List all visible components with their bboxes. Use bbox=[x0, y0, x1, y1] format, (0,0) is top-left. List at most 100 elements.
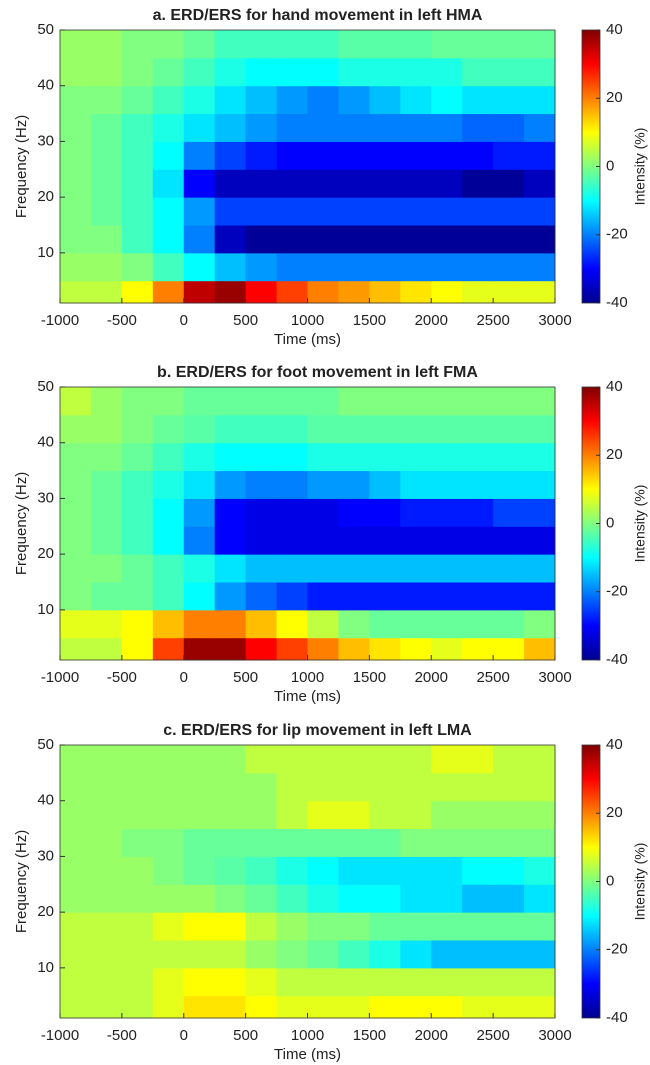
heat-cell bbox=[152, 470, 185, 499]
heat-cell bbox=[369, 526, 401, 555]
heat-cell bbox=[183, 967, 216, 997]
heat-cell bbox=[214, 414, 247, 444]
heat-cell bbox=[400, 470, 432, 499]
heat-cell bbox=[183, 800, 216, 830]
heat-cell bbox=[338, 85, 370, 115]
heat-cell bbox=[369, 387, 401, 416]
heat-cell bbox=[400, 169, 432, 198]
heat-cell bbox=[493, 113, 525, 142]
y-tick-label: 40 bbox=[37, 77, 54, 94]
heat-cell bbox=[60, 526, 92, 555]
heat-cell bbox=[338, 745, 370, 774]
heat-cell bbox=[245, 387, 278, 416]
colorbar-label: Intensity (%) bbox=[632, 485, 648, 563]
heat-cell bbox=[121, 800, 154, 830]
heat-cell bbox=[493, 30, 525, 59]
heat-cell bbox=[493, 442, 525, 472]
heat-cell bbox=[431, 57, 463, 87]
heat-cell bbox=[214, 387, 247, 416]
x-tick-label: -500 bbox=[107, 312, 137, 329]
heat-cell bbox=[307, 637, 339, 661]
heat-cell bbox=[245, 280, 278, 304]
heat-cell bbox=[245, 940, 278, 969]
heat-cell bbox=[245, 967, 278, 997]
heat-cell bbox=[400, 225, 432, 254]
heat-cell bbox=[400, 940, 432, 969]
heat-cell bbox=[524, 113, 556, 142]
y-axis-label: Frequency (Hz) bbox=[13, 472, 30, 575]
heat-cell bbox=[276, 940, 308, 969]
panel: a. ERD/ERS for hand movement in left HMA… bbox=[13, 7, 648, 348]
heat-cell bbox=[152, 828, 185, 857]
x-tick-label: -1000 bbox=[41, 669, 79, 686]
heat-cell bbox=[183, 637, 216, 661]
colorbar-tick-label: 40 bbox=[606, 21, 623, 38]
heat-cell bbox=[431, 387, 463, 416]
heat-cell bbox=[60, 30, 92, 59]
heat-cell bbox=[245, 637, 278, 661]
heat-cell bbox=[121, 995, 154, 1019]
heat-cell bbox=[121, 940, 154, 969]
heat-cell bbox=[524, 884, 556, 913]
heat-cell bbox=[524, 30, 556, 59]
heat-cell bbox=[245, 828, 278, 857]
heat-cell bbox=[307, 526, 339, 555]
colorbar-tick-label: 0 bbox=[606, 157, 614, 174]
heat-cell bbox=[493, 940, 525, 969]
heat-cell bbox=[431, 414, 463, 444]
heat-cell bbox=[338, 225, 370, 254]
heat-cell bbox=[400, 252, 432, 282]
heat-cell bbox=[369, 113, 401, 142]
heat-cell bbox=[369, 470, 401, 499]
heat-cell bbox=[307, 995, 339, 1019]
heat-cell bbox=[276, 828, 308, 857]
heat-cell bbox=[276, 225, 308, 254]
heat-cell bbox=[183, 554, 216, 583]
heat-cell bbox=[369, 884, 401, 913]
heat-cell bbox=[60, 113, 92, 142]
heat-cell bbox=[214, 856, 247, 885]
heat-cell bbox=[90, 772, 123, 802]
heat-cell bbox=[214, 442, 247, 472]
heat-cell bbox=[307, 856, 339, 885]
heat-cell bbox=[245, 856, 278, 885]
colorbar-tick-label: 40 bbox=[606, 736, 623, 753]
heat-cell bbox=[493, 912, 525, 941]
heat-cell bbox=[493, 57, 525, 87]
heat-cell bbox=[152, 967, 185, 997]
heat-cell bbox=[214, 141, 247, 170]
heat-cell bbox=[431, 197, 463, 226]
heat-cell bbox=[121, 113, 154, 142]
heat-cell bbox=[524, 57, 556, 87]
x-tick-label: 0 bbox=[180, 1027, 188, 1044]
heat-cell bbox=[60, 940, 92, 969]
heat-cell bbox=[338, 141, 370, 170]
heat-cell bbox=[60, 197, 92, 226]
heat-cell bbox=[400, 85, 432, 115]
heat-cell bbox=[183, 995, 216, 1019]
panel: c. ERD/ERS for lip movement in left LMA -… bbox=[13, 722, 648, 1063]
heat-cell bbox=[183, 442, 216, 472]
heat-cell bbox=[276, 856, 308, 885]
heat-cell bbox=[90, 800, 123, 830]
heat-cell bbox=[90, 470, 123, 499]
heat-cell bbox=[90, 141, 123, 170]
heat-cell bbox=[462, 414, 494, 444]
heat-cell bbox=[400, 280, 432, 304]
heat-cell bbox=[338, 940, 370, 969]
x-tick-label: 2500 bbox=[476, 669, 509, 686]
heat-cell bbox=[400, 30, 432, 59]
heat-cell bbox=[183, 141, 216, 170]
heat-cell bbox=[307, 414, 339, 444]
y-tick-label: 10 bbox=[37, 959, 54, 976]
heat-cell bbox=[183, 856, 216, 885]
heat-cell bbox=[214, 912, 247, 941]
heat-cell bbox=[400, 554, 432, 583]
heat-cell bbox=[152, 526, 185, 555]
heat-cell bbox=[462, 225, 494, 254]
heat-cell bbox=[90, 414, 123, 444]
heat-cell bbox=[183, 772, 216, 802]
heat-cell bbox=[307, 113, 339, 142]
x-axis-label: Time (ms) bbox=[274, 331, 341, 348]
heat-cell bbox=[245, 554, 278, 583]
